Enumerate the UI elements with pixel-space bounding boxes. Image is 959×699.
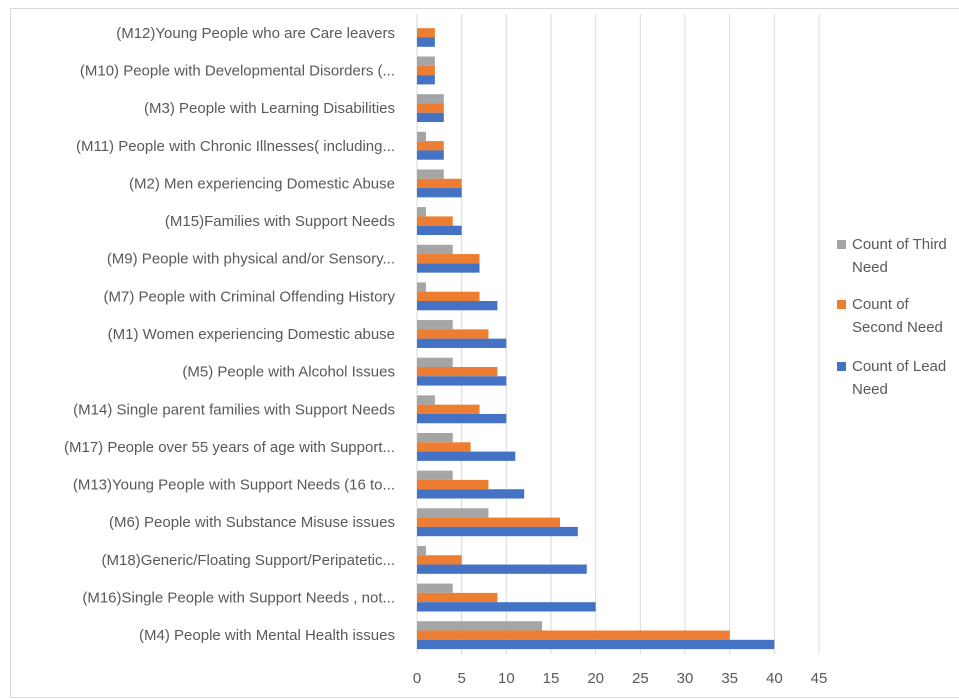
bar-lead-need bbox=[417, 489, 525, 499]
legend-label: Need bbox=[852, 381, 888, 398]
x-tick-label: 15 bbox=[543, 670, 560, 687]
bar-second-need bbox=[417, 65, 435, 76]
category-label: (M6) People with Substance Misuse issues bbox=[109, 514, 395, 531]
category-label: (M12)Young People who are Care leavers bbox=[116, 25, 395, 42]
bars bbox=[417, 28, 775, 650]
bar-lead-need bbox=[417, 263, 480, 273]
x-tick-label: 35 bbox=[721, 670, 738, 687]
bar-second-need bbox=[417, 141, 444, 151]
legend-swatch bbox=[837, 240, 846, 249]
bar-chart: (M12)Young People who are Care leavers (M… bbox=[64, 14, 947, 687]
bar-lead-need bbox=[417, 188, 462, 198]
bar-second-need bbox=[417, 517, 560, 527]
legend-label: Count of bbox=[852, 296, 910, 313]
legend-item: Count of Second Need bbox=[837, 296, 943, 336]
category-label: (M3) People with Learning Disabilities bbox=[144, 100, 395, 117]
legend-label: Count of Lead bbox=[852, 358, 946, 375]
bar-lead-need bbox=[417, 225, 462, 236]
category-label: (M13)Young People with Support Needs (16… bbox=[73, 477, 395, 494]
x-tick-label: 5 bbox=[457, 670, 465, 687]
legend-item: Count of Third Need bbox=[837, 236, 947, 276]
category-label: (M15)Families with Support Needs bbox=[165, 213, 395, 230]
bar-second-need bbox=[417, 178, 462, 189]
bar-lead-need bbox=[417, 451, 516, 461]
category-label: (M4) People with Mental Health issues bbox=[139, 627, 395, 644]
bar-second-need bbox=[417, 28, 435, 38]
bar-lead-need bbox=[417, 75, 435, 85]
category-label: (M9) People with physical and/or Sensory… bbox=[107, 251, 395, 268]
category-label: (M1) Women experiencing Domestic abuse bbox=[108, 326, 395, 343]
gridlines bbox=[416, 14, 820, 654]
x-tick-label: 30 bbox=[677, 670, 694, 687]
bar-second-need bbox=[417, 216, 453, 226]
bar-third-need bbox=[417, 244, 453, 255]
bar-lead-need bbox=[417, 602, 596, 612]
bar-second-need bbox=[417, 103, 444, 113]
legend-label: Second Need bbox=[852, 319, 943, 336]
bar-second-need bbox=[417, 442, 471, 452]
bar-third-need bbox=[417, 621, 543, 631]
category-label: (M16)Single People with Support Needs , … bbox=[82, 590, 395, 607]
bar-lead-need bbox=[417, 639, 775, 650]
x-tick-label: 10 bbox=[498, 670, 515, 687]
x-tick-label: 25 bbox=[632, 670, 649, 687]
bar-third-need bbox=[417, 508, 489, 518]
bar-third-need bbox=[417, 56, 435, 66]
bar-second-need bbox=[417, 479, 489, 490]
bar-third-need bbox=[417, 432, 453, 443]
bar-second-need bbox=[417, 291, 480, 302]
legend-item: Count of Lead Need bbox=[837, 358, 946, 398]
bar-lead-need bbox=[417, 150, 444, 160]
bar-lead-need bbox=[417, 376, 507, 386]
legend-label: Count of Third bbox=[852, 236, 947, 253]
bar-third-need bbox=[417, 583, 453, 593]
bar-second-need bbox=[417, 404, 480, 414]
bar-third-need bbox=[417, 282, 426, 292]
x-tick-label: 45 bbox=[811, 670, 828, 687]
bar-lead-need bbox=[417, 301, 498, 311]
x-tick-label: 20 bbox=[587, 670, 604, 687]
bar-second-need bbox=[417, 366, 498, 377]
bar-third-need bbox=[417, 131, 426, 142]
category-label: (M2) Men experiencing Domestic Abuse bbox=[129, 175, 395, 192]
category-label: (M11) People with Chronic Illnesses( inc… bbox=[76, 138, 395, 155]
bar-second-need bbox=[417, 592, 498, 603]
category-labels: (M12)Young People who are Care leavers (M… bbox=[64, 25, 396, 644]
x-tick-label: 40 bbox=[766, 670, 783, 687]
category-label: (M7) People with Criminal Offending Hist… bbox=[104, 288, 396, 305]
category-label: (M18)Generic/Floating Support/Peripateti… bbox=[102, 552, 395, 569]
bar-lead-need bbox=[417, 37, 435, 47]
category-label: (M14) Single parent families with Suppor… bbox=[73, 401, 395, 418]
legend-swatch bbox=[837, 362, 846, 371]
bar-third-need bbox=[417, 207, 426, 217]
bar-lead-need bbox=[417, 338, 507, 348]
bar-third-need bbox=[417, 545, 426, 556]
category-label: (M10) People with Developmental Disorder… bbox=[80, 62, 395, 79]
x-axis-ticks: 0 5 10 15 20 25 30 35 40 45 bbox=[413, 670, 828, 687]
bar-third-need bbox=[417, 320, 453, 330]
bar-second-need bbox=[417, 329, 489, 339]
legend-label: Need bbox=[852, 259, 888, 276]
category-label: (M5) People with Alcohol Issues bbox=[182, 364, 395, 381]
bar-lead-need bbox=[417, 413, 507, 424]
bar-third-need bbox=[417, 395, 435, 405]
bar-second-need bbox=[417, 555, 462, 565]
category-label: (M17) People over 55 years of age with S… bbox=[64, 439, 395, 456]
x-tick-label: 0 bbox=[413, 670, 421, 687]
legend-swatch bbox=[837, 300, 846, 309]
bar-third-need bbox=[417, 94, 444, 104]
bar-lead-need bbox=[417, 112, 444, 123]
bar-third-need bbox=[417, 169, 444, 179]
bar-lead-need bbox=[417, 526, 578, 537]
bar-second-need bbox=[417, 630, 730, 640]
bar-third-need bbox=[417, 470, 453, 480]
bar-lead-need bbox=[417, 564, 587, 574]
bar-third-need bbox=[417, 357, 453, 367]
chart-area: (M12)Young People who are Care leavers (M… bbox=[10, 8, 959, 698]
bar-second-need bbox=[417, 254, 480, 264]
